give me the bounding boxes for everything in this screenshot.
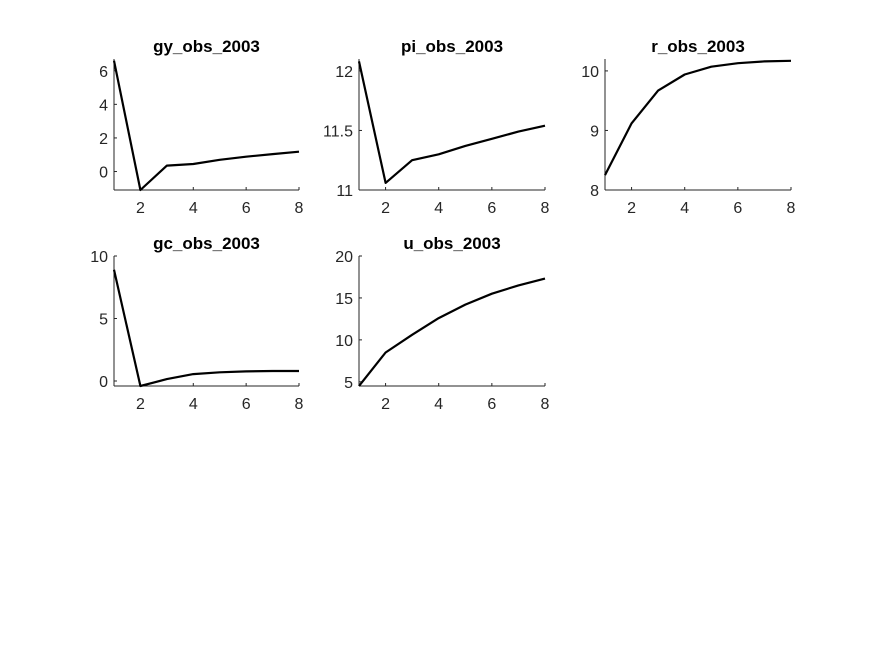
x-tick-label: 6: [487, 396, 496, 413]
series-line: [112, 269, 299, 388]
x-tick-label: 4: [680, 200, 689, 217]
x-tick-label: 6: [487, 200, 496, 217]
series-line: [357, 61, 546, 184]
x-tick-label: 6: [733, 200, 742, 217]
x-tick-label: 2: [381, 396, 390, 413]
x-tick-label: 4: [434, 396, 443, 413]
x-tick-label: 6: [242, 396, 251, 413]
y-tick-label: 8: [590, 183, 599, 200]
y-tick-label: 4: [99, 97, 108, 114]
subplot-1: gy_obs_2003 2 4 6 8 0 2 4 6: [99, 37, 303, 217]
y-tick-label: 10: [90, 249, 108, 266]
y-tick-label: 0: [99, 165, 108, 182]
y-tick-label: 15: [335, 291, 353, 308]
y-tick-label: 5: [344, 375, 353, 392]
x-tick-label: 8: [295, 200, 304, 217]
subplot-2: pi_obs_2003 2 4 6 8 11 11.5 12: [323, 37, 550, 217]
subplot-title: gc_obs_2003: [153, 234, 260, 253]
y-tick-label: 10: [335, 333, 353, 350]
subplot-4: gc_obs_2003 2 4 6 8 0 5 10: [90, 234, 303, 413]
y-tick-label: 10: [581, 64, 599, 81]
series-line: [112, 60, 300, 192]
x-tick-label: 8: [295, 396, 304, 413]
x-tick-label: 8: [787, 200, 796, 217]
y-tick-label: 6: [99, 64, 108, 81]
x-tick-label: 8: [541, 396, 550, 413]
y-tick-label: 0: [99, 374, 108, 391]
subplot-3: r_obs_2003 2 4 6 8 8 9 10: [581, 37, 795, 217]
y-tick-label: 2: [99, 131, 108, 148]
series-line: [358, 277, 546, 387]
y-tick-label: 12: [335, 64, 353, 81]
x-tick-label: 4: [434, 200, 443, 217]
y-tick-label: 11: [336, 183, 353, 200]
x-tick-label: 8: [541, 200, 550, 217]
x-tick-label: 4: [189, 396, 198, 413]
x-tick-label: 2: [136, 396, 145, 413]
y-tick-label: 5: [99, 312, 108, 329]
x-tick-label: 2: [627, 200, 636, 217]
subplot-title: r_obs_2003: [651, 37, 745, 56]
subplot-title: pi_obs_2003: [401, 37, 503, 56]
x-tick-label: 2: [136, 200, 145, 217]
subplot-title: u_obs_2003: [403, 234, 500, 253]
subplot-title: gy_obs_2003: [153, 37, 260, 56]
x-tick-label: 6: [242, 200, 251, 217]
subplot-5: u_obs_2003 2 4 6 8 5 10 15 20: [335, 234, 549, 413]
series-line: [604, 59, 792, 176]
y-tick-label: 20: [335, 249, 353, 266]
y-tick-label: 11.5: [323, 123, 353, 140]
x-tick-label: 2: [381, 200, 390, 217]
y-tick-label: 9: [590, 123, 599, 140]
x-tick-label: 4: [189, 200, 198, 217]
